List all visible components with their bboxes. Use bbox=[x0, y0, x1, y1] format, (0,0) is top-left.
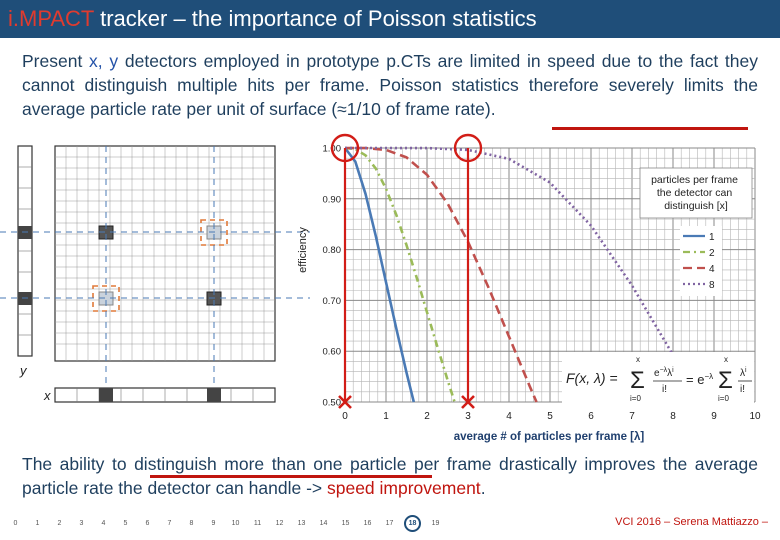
p1-text-d: ). bbox=[484, 99, 496, 119]
x-tick-label: 7 bbox=[629, 411, 635, 422]
legend-entries-bg bbox=[680, 226, 722, 296]
slide-link-18[interactable]: 18 bbox=[404, 514, 421, 532]
p1-frame-rate: ≈1/10 of frame rate bbox=[337, 99, 485, 119]
slide-link-9[interactable]: 9 bbox=[211, 519, 216, 527]
series-line-1 bbox=[343, 147, 416, 403]
formula-sum-2: Σ bbox=[718, 367, 733, 394]
y-tick-label: 0.70 bbox=[323, 296, 342, 307]
p1-xy: x, y bbox=[89, 51, 119, 71]
slide-link-0[interactable]: 0 bbox=[13, 519, 18, 527]
x-tick-label: 0 bbox=[342, 411, 348, 422]
x-tick-label: 3 bbox=[465, 411, 471, 422]
slide-link-19[interactable]: 19 bbox=[431, 519, 440, 527]
x-axis-title: average # of particles per frame [λ] bbox=[454, 431, 645, 443]
x-strip-hit-2 bbox=[207, 388, 221, 402]
projection-lines bbox=[0, 146, 310, 392]
formula-lhs: F(x, λ) = bbox=[566, 370, 618, 386]
legend-title: particles per frame the detector can dis… bbox=[651, 174, 741, 212]
x-strip-hit-1 bbox=[99, 388, 113, 402]
slide-link-14[interactable]: 14 bbox=[319, 519, 328, 527]
formula-upper-limit: x bbox=[636, 355, 640, 364]
y-tick-label: 0.90 bbox=[323, 194, 342, 205]
x-axis-letter: x bbox=[43, 388, 51, 403]
y-axis-title: efficiency bbox=[297, 227, 309, 273]
slide-link-12[interactable]: 12 bbox=[275, 519, 284, 527]
title-accent: i.MPACT bbox=[8, 6, 94, 31]
legend-box bbox=[639, 167, 753, 219]
title-bar: i.MPACT tracker – the importance of Pois… bbox=[0, 0, 780, 38]
formula-num-1: e−λλi bbox=[654, 367, 674, 379]
formula-lower-limit-2: i=0 bbox=[718, 394, 729, 403]
legend-label-4: 4 bbox=[709, 264, 715, 275]
slide-link-13[interactable]: 13 bbox=[297, 519, 306, 527]
legend-entries: 1 2 4 8 bbox=[683, 232, 715, 291]
x-tick-label: 6 bbox=[588, 411, 594, 422]
x-tick-label: 4 bbox=[506, 411, 512, 422]
p2-text-c: . bbox=[480, 478, 486, 498]
formula-upper-limit-2: x bbox=[724, 355, 728, 364]
y-axis-letter: y bbox=[19, 363, 28, 378]
formula-bg bbox=[562, 352, 754, 404]
legend-label-8: 8 bbox=[709, 280, 715, 291]
slide-link-4[interactable]: 4 bbox=[101, 519, 106, 527]
slide-link-11[interactable]: 11 bbox=[253, 519, 262, 527]
slide-link-3[interactable]: 3 bbox=[79, 519, 84, 527]
y-tick-label: 0.60 bbox=[323, 347, 342, 358]
highlight-cross bbox=[338, 395, 352, 409]
slide-link-16[interactable]: 16 bbox=[363, 519, 372, 527]
slide-link-17[interactable]: 17 bbox=[385, 519, 394, 527]
legend-label-1: 1 bbox=[709, 232, 715, 243]
x-tick-label: 2 bbox=[424, 411, 430, 422]
formula-lower-limit: i=0 bbox=[630, 394, 641, 403]
y-tick-label: 0.50 bbox=[323, 398, 342, 409]
intro-paragraph: Present x, y detectors employed in proto… bbox=[22, 49, 758, 121]
formula-den-1: i! bbox=[662, 384, 667, 395]
slide-link-10[interactable]: 10 bbox=[231, 519, 240, 527]
p2-text-a: The ability to distinguish more than one… bbox=[22, 454, 758, 498]
slide-link-2[interactable]: 2 bbox=[57, 519, 62, 527]
legend-label-2: 2 bbox=[709, 248, 715, 259]
y-tick-label: 0.80 bbox=[323, 245, 342, 256]
highlight-cross bbox=[461, 395, 475, 409]
slide-link-1[interactable]: 1 bbox=[35, 519, 40, 527]
p1-text-b: detectors employed in prototype p.CTs ar… bbox=[22, 51, 758, 119]
slide-title: i.MPACT tracker – the importance of Pois… bbox=[8, 6, 537, 32]
x-tick-label: 8 bbox=[670, 411, 676, 422]
x-tick-label: 10 bbox=[749, 411, 761, 422]
formula-den-2: i! bbox=[740, 384, 745, 395]
detector-schematic: y x bbox=[0, 145, 310, 403]
underline-distinguish bbox=[150, 475, 432, 478]
x-tick-label: 1 bbox=[383, 411, 389, 422]
slide-link-5[interactable]: 5 bbox=[123, 519, 128, 527]
chart-curves bbox=[343, 146, 702, 403]
figure-area: y x 0 1 2 3 4 5 6 7 8 9 10 0.50 0.60 0.70 0.80 0.90 1.00… bbox=[0, 132, 780, 447]
slide-link-15[interactable]: 15 bbox=[341, 519, 350, 527]
p1-text-a: Present bbox=[22, 51, 90, 71]
title-rest: tracker – the importance of Poisson stat… bbox=[93, 6, 537, 31]
formula-sum-1: Σ bbox=[630, 367, 645, 394]
p2-speed-improvement: speed improvement bbox=[326, 478, 481, 498]
footer-credit: VCI 2016 – Serena Mattiazzo – bbox=[615, 516, 768, 528]
slide-link-6[interactable]: 6 bbox=[145, 519, 150, 527]
pixel-grid bbox=[55, 146, 275, 361]
slide-link-8[interactable]: 8 bbox=[189, 519, 194, 527]
underline-frame-rate bbox=[552, 127, 748, 130]
series-line-2 bbox=[344, 146, 456, 403]
conclusion-paragraph: The ability to distinguish more than one… bbox=[22, 452, 758, 500]
slide-navigation: 0 1 2 3 4 5 6 7 8 9 10 11 12 13 14 15 16 17 18 19 bbox=[8, 514, 443, 532]
x-tick-label: 5 bbox=[547, 411, 553, 422]
series-line-4 bbox=[344, 146, 538, 403]
figure-svg: y x 0 1 2 3 4 5 6 7 8 9 100.500.600.700.800.901.00… bbox=[0, 133, 761, 443]
efficiency-chart: 0 1 2 3 4 5 6 7 8 9 100.500.600.700.800.901.00 eff… bbox=[297, 133, 761, 443]
x-tick-label: 9 bbox=[711, 411, 717, 422]
slide-link-7[interactable]: 7 bbox=[167, 519, 172, 527]
chart-legend: particles per frame the detector can dis… bbox=[639, 167, 753, 296]
chart-marks bbox=[330, 133, 483, 409]
poisson-formula: F(x, λ) = x Σ i=0 e−λλi i! = e−λ x Σ i=0… bbox=[562, 352, 754, 404]
formula-num-2: λi bbox=[740, 367, 747, 379]
